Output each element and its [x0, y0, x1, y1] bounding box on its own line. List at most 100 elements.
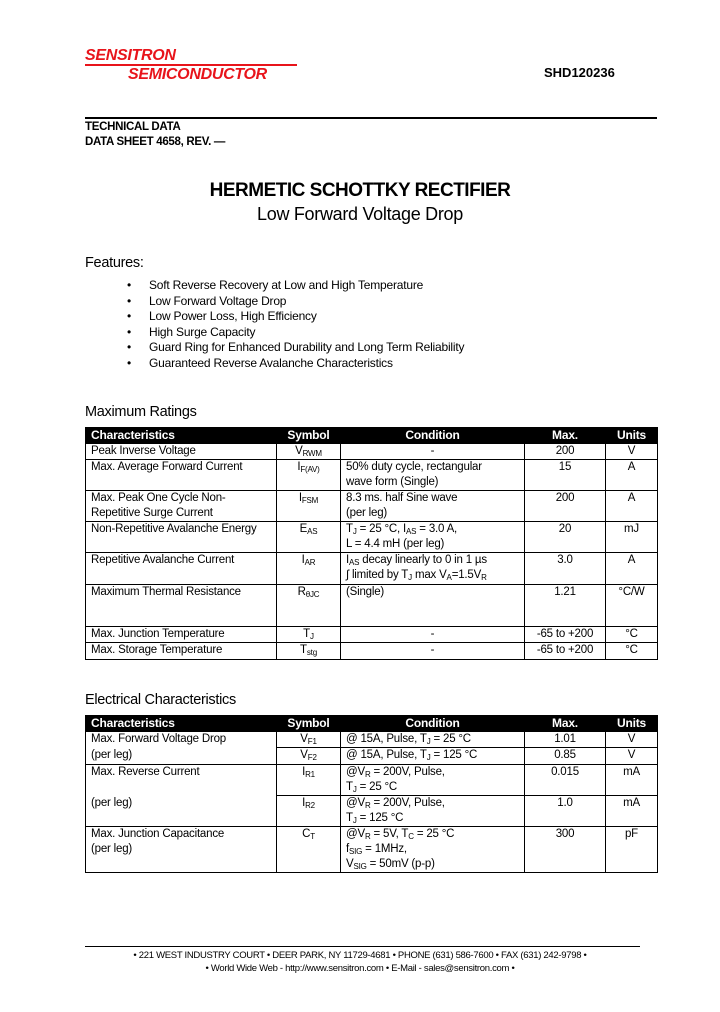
text-line: VF2: [282, 748, 335, 763]
text-line: IR1: [282, 765, 335, 780]
text-segment: -: [430, 628, 435, 640]
text-segment: = 125 °C: [430, 749, 478, 761]
column-header-condition: Condition: [340, 715, 525, 732]
symbol-cell: RθJC: [276, 584, 341, 627]
header-row: Characteristics Symbol Condition Max. Units: [85, 715, 658, 732]
max-value-cell: 1.0: [524, 795, 606, 827]
column-header-characteristics: Characteristics: [85, 715, 277, 732]
characteristic-cell: Max. Average Forward Current: [85, 459, 277, 491]
bullet-icon: •: [127, 309, 132, 324]
max-value-cell: 3.0: [524, 552, 606, 585]
text-segment: = 25 °C: [430, 733, 472, 745]
column-header-max: Max.: [524, 427, 606, 444]
feature-text: Low Forward Voltage Drop: [149, 293, 287, 308]
text-segment: f: [346, 843, 349, 855]
text-segment: @ 15A, Pulse, T: [346, 733, 427, 745]
text-segment: I: [298, 492, 302, 504]
subscript: A: [446, 573, 452, 582]
symbol-cell: IFSM: [276, 490, 341, 522]
text-segment: = 200V, Pulse,: [370, 797, 445, 809]
subscript: J: [408, 573, 412, 582]
text-line: Peak Inverse Voltage: [91, 444, 271, 459]
text-line: CT: [282, 827, 335, 842]
text-segment: Maximum Thermal Resistance: [91, 586, 241, 598]
symbol-cell: IR2: [276, 795, 341, 827]
subscript: θJC: [305, 590, 320, 599]
subscript: SIG: [349, 847, 363, 856]
units-cell: mJ: [605, 521, 658, 553]
bullet-icon: •: [127, 355, 132, 370]
subscript: T: [310, 832, 315, 841]
text-segment: V: [300, 749, 308, 761]
condition-cell: 50% duty cycle, rectangular wave form (Si…: [340, 459, 525, 491]
text-line: ∫ limited by TJ max VA=1.5VR: [346, 568, 519, 583]
text-line: Max. Peak One Cycle Non-: [91, 491, 271, 506]
units-cell: °C: [605, 626, 658, 643]
footer-address: • 221 WEST INDUSTRY COURT • DEER PARK, N…: [133, 950, 587, 961]
feature-item: • Low Power Loss, High Efficiency: [125, 309, 464, 325]
text-segment: = 50mV (p-p): [366, 858, 435, 870]
text-line: EAS: [282, 522, 335, 537]
text-segment: Max. Average Forward Current: [91, 461, 243, 473]
feature-text: High Surge Capacity: [149, 324, 256, 339]
text-segment: T: [346, 781, 353, 793]
text-segment: @V: [346, 797, 365, 809]
subscript: J: [310, 632, 314, 641]
document-info: TECHNICAL DATA DATA SHEET 4658, REV. —: [85, 120, 225, 150]
text-segment: E: [299, 523, 308, 535]
text-segment: V: [295, 445, 303, 457]
text-segment: I: [301, 554, 305, 566]
text-line: 50% duty cycle, rectangular: [346, 460, 519, 475]
condition-cell: -: [340, 626, 525, 643]
units-cell: mA: [605, 795, 658, 827]
column-header-symbol: Symbol: [276, 427, 341, 444]
table-row: Max. Average Forward Current IF(AV) 50% du…: [85, 459, 658, 491]
technical-data-label: TECHNICAL DATA: [85, 121, 181, 133]
subscript: AS: [349, 558, 360, 567]
text-segment: I: [302, 797, 306, 809]
subscript: AS: [406, 527, 417, 536]
table-row: Max. Junction Temperature TJ - -65 to +200 °…: [85, 626, 658, 643]
text-segment: Repetitive Surge Current: [91, 507, 213, 519]
bullet-icon: •: [127, 324, 132, 339]
characteristic-cell: Maximum Thermal Resistance: [85, 584, 277, 627]
text-line: Max. Forward Voltage Drop: [91, 732, 271, 747]
electrical-heading: Electrical Characteristics: [85, 692, 236, 708]
table-row: Maximum Thermal Resistance RθJC (Single) 1.…: [85, 584, 658, 627]
text-line: -: [346, 444, 519, 459]
subscript: J: [352, 527, 357, 536]
characteristic-cell: Non-Repetitive Avalanche Energy: [85, 521, 277, 553]
text-line: TJ = 25 °C: [346, 780, 519, 795]
subscript: J: [426, 737, 431, 746]
bullet-icon: •: [127, 293, 132, 308]
symbol-cell: EAS: [276, 521, 341, 553]
footer-divider: [85, 946, 640, 947]
max-value-cell: 0.015: [524, 764, 606, 796]
units-cell: V: [605, 731, 658, 748]
subscript: R2: [305, 801, 315, 810]
subscript: FSM: [301, 496, 319, 505]
text-segment: @ 15A, Pulse, T: [346, 749, 427, 761]
text-line: Repetitive Avalanche Current: [91, 553, 271, 568]
text-segment: Max. Peak One Cycle Non-: [91, 492, 226, 504]
text-segment: Max. Forward Voltage Drop: [91, 733, 226, 745]
max-value-cell: 1.21: [524, 584, 606, 627]
text-line: Max. Average Forward Current: [91, 460, 271, 475]
text-line: Max. Junction Temperature: [91, 627, 271, 642]
max-value-cell: 20: [524, 521, 606, 553]
text-line: L = 4.4 mH (per leg): [346, 537, 519, 552]
text-segment: max V: [411, 569, 447, 581]
text-line: @ 15A, Pulse, TJ = 25 °C: [346, 732, 519, 747]
feature-item: • Guaranteed Reverse Avalanche Characteri…: [125, 356, 464, 372]
table-row: Max. Reverse Current IR1 @VR = 200V, Pulse…: [85, 764, 658, 796]
table-row: (per leg) IR2 @VR = 200V, Pulse, TJ = 125 °…: [85, 795, 658, 827]
text-segment: Repetitive Avalanche Current: [91, 554, 235, 566]
condition-cell: @VR = 200V, Pulse, TJ = 25 °C: [340, 764, 525, 796]
text-segment: C: [302, 828, 311, 840]
text-line: @VR = 200V, Pulse,: [346, 796, 519, 811]
characteristic-cell: (per leg): [85, 795, 277, 827]
text-line: Tstg: [282, 643, 335, 658]
text-segment: (Single): [346, 586, 385, 598]
text-segment: I: [302, 766, 306, 778]
text-segment: = 25 °C: [413, 828, 455, 840]
